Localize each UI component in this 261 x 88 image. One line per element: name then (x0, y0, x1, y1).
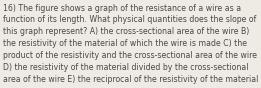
Text: product of the resistivity and the cross-sectional area of the wire: product of the resistivity and the cross… (3, 51, 257, 60)
Text: the resistivity of the material of which the wire is made C) the: the resistivity of the material of which… (3, 39, 247, 48)
Text: this graph represent? A) the cross-sectional area of the wire B): this graph represent? A) the cross-secti… (3, 27, 249, 36)
Text: 16) The figure shows a graph of the resistance of a wire as a: 16) The figure shows a graph of the resi… (3, 4, 241, 12)
Text: D) the resistivity of the material divided by the cross-sectional: D) the resistivity of the material divid… (3, 63, 249, 72)
Text: function of its length. What physical quantities does the slope of: function of its length. What physical qu… (3, 15, 256, 24)
Text: area of the wire E) the reciprocal of the resistivity of the material: area of the wire E) the reciprocal of th… (3, 75, 258, 84)
